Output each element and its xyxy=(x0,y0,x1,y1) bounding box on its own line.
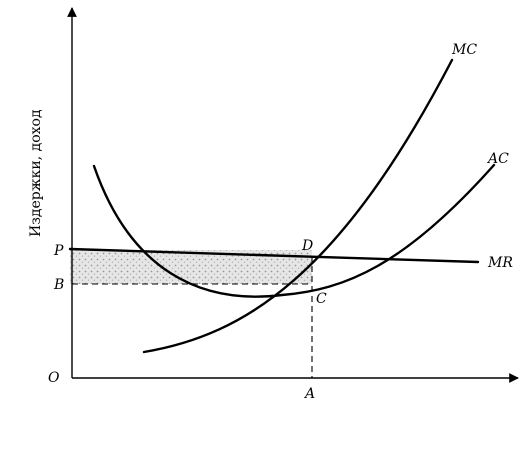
origin-label: O xyxy=(48,370,60,386)
price-label-p: P xyxy=(53,243,64,259)
y-axis-label: Издержки, доход xyxy=(28,109,44,237)
curve-label-mr: MR xyxy=(487,255,513,271)
ac-curve xyxy=(92,163,496,298)
point-label-c: C xyxy=(316,291,327,307)
point-label-d: D xyxy=(301,238,313,254)
mc-curve xyxy=(142,58,454,354)
curve-label-mc: MC xyxy=(451,42,477,58)
curve-label-ac: AC xyxy=(486,151,509,167)
price-label-b: B xyxy=(53,277,64,293)
quantity-label-a: A xyxy=(303,386,315,402)
mr-line xyxy=(68,247,480,264)
